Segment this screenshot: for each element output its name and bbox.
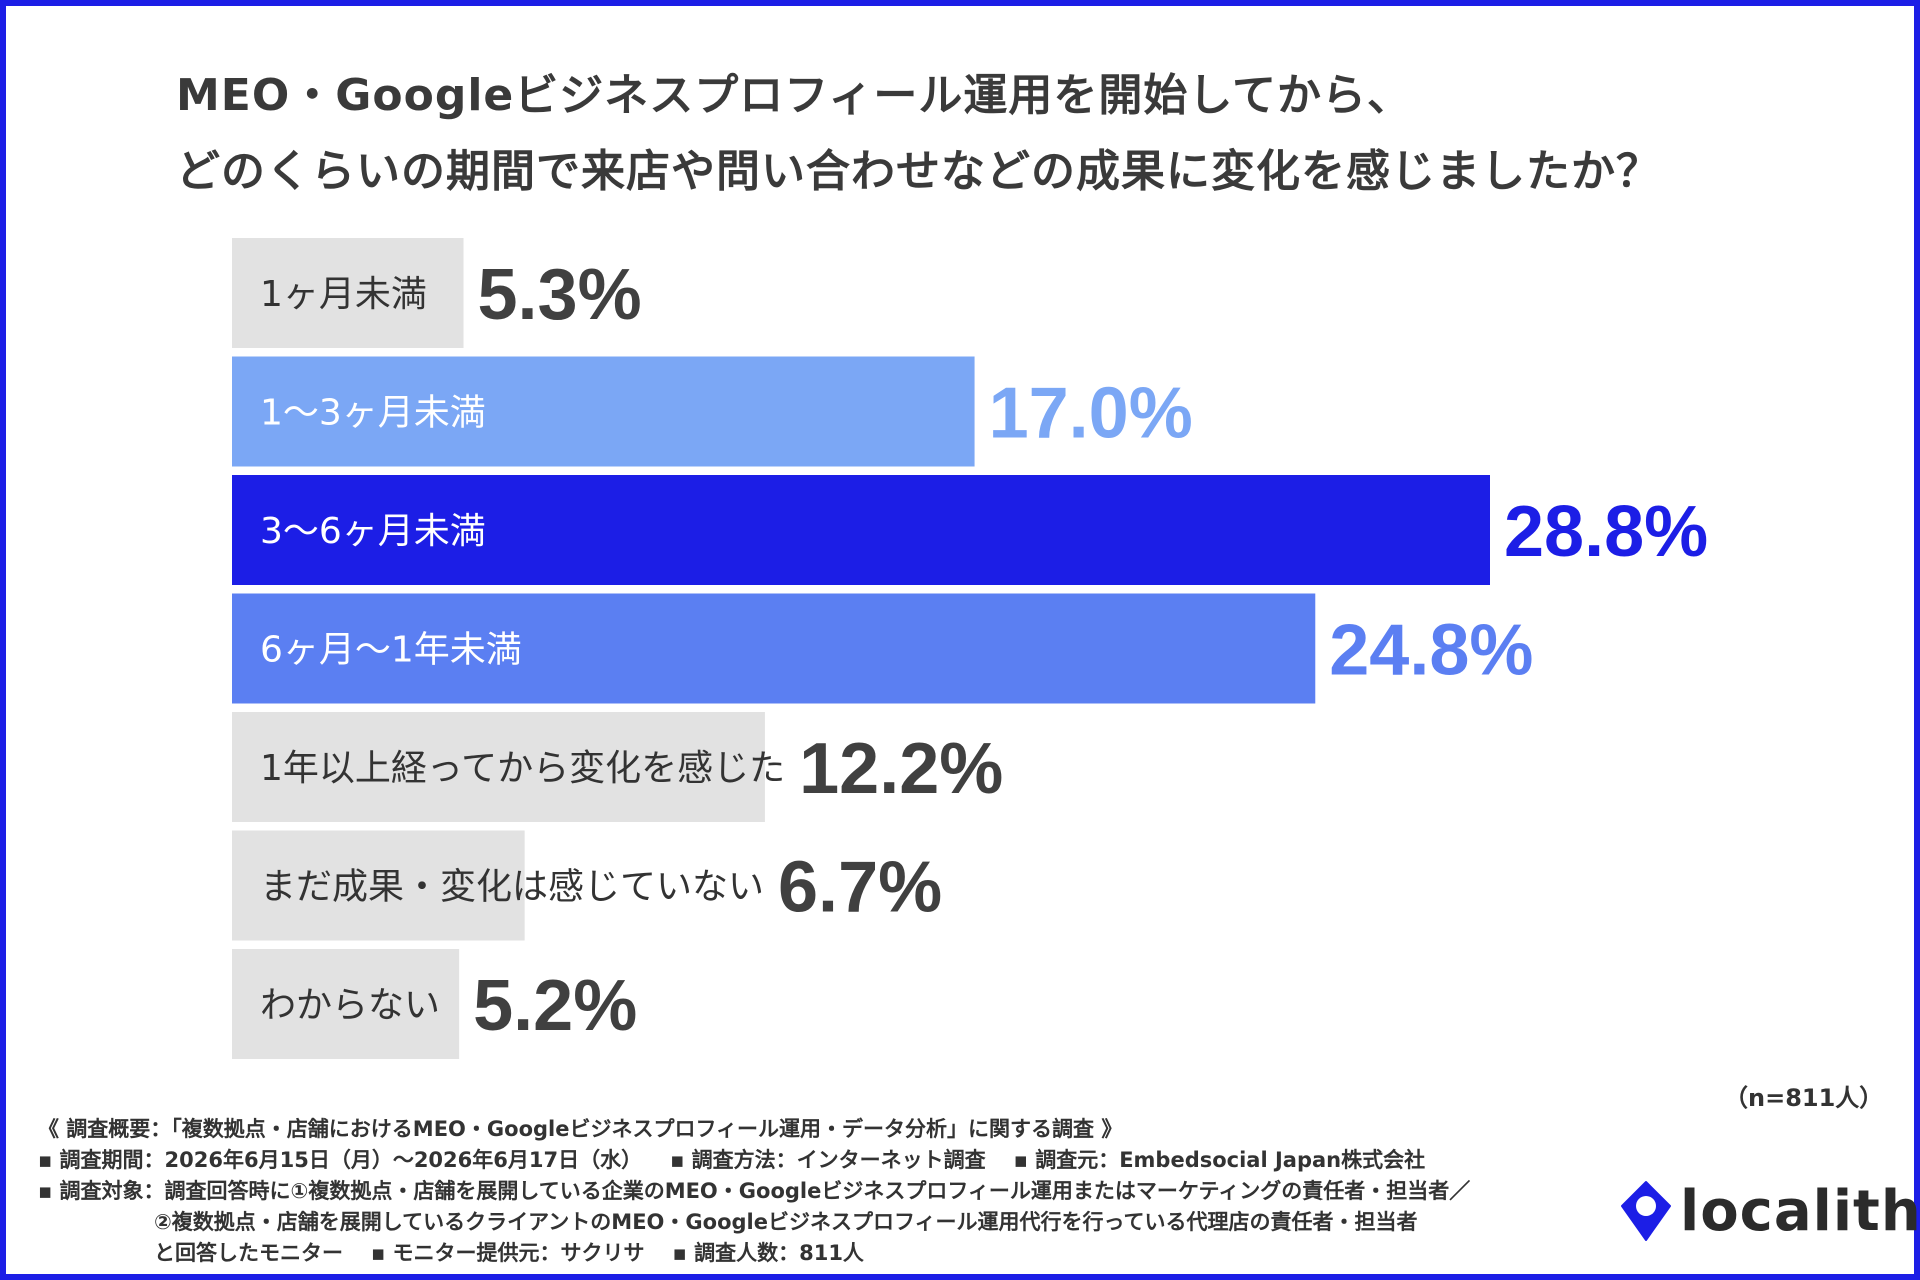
survey-period: ▪ 調査期間：2026年6月15日（月）〜2026年6月17日（水）: [38, 1148, 643, 1172]
bar-chart: 1ヶ月未満 5.3% 1〜3ヶ月未満 17.0% 3〜6ヶ月未満 28.8% 6ヶ月〜1年未…: [232, 238, 1708, 1059]
localith-logo: localith: [1620, 1176, 1920, 1246]
category-label: まだ成果・変化は感じていない: [260, 867, 764, 908]
survey-footer: 《 調査概要：「複数拠点・店舗におけるMEO・Googleビジネスプロフィール運…: [38, 1114, 1598, 1269]
bar: [232, 475, 1490, 585]
chart-title-line-2: どのくらいの期間で来店や問い合わせなどの成果に変化を感じましたか？: [176, 146, 1661, 197]
chart-title-line-1: MEO・Googleビジネスプロフィール運用を開始してから、: [176, 70, 1413, 121]
bar: [232, 712, 765, 822]
survey-target-line-3: と回答したモニター ▪ モニター提供元：サクリサ ▪ 調査人数：811人: [38, 1238, 1598, 1269]
survey-target-2: ②複数拠点・店舗を展開しているクライアントのMEO・Googleビジネスプロフィ…: [154, 1210, 1418, 1234]
bar: [232, 830, 525, 941]
value-label: 6.7%: [778, 848, 942, 928]
survey-method: ▪ 調査方法：インターネット調査: [670, 1148, 986, 1172]
category-label: 1年以上経ってから変化を感じた: [260, 748, 785, 789]
survey-overview: 《 調査概要：「複数拠点・店舗におけるMEO・Googleビジネスプロフィール運…: [38, 1117, 1123, 1141]
survey-source: ▪ 調査元：Embedsocial Japan株式会社: [1013, 1148, 1426, 1172]
survey-count: ▪ 調査人数：811人: [672, 1241, 864, 1265]
value-label: 24.8%: [1329, 611, 1533, 691]
category-label: 1ヶ月未満: [260, 274, 427, 315]
category-label: 1〜3ヶ月未満: [260, 393, 486, 434]
bar: [232, 356, 975, 467]
survey-provider: ▪ モニター提供元：サクリサ: [371, 1241, 645, 1265]
value-label: 5.2%: [473, 966, 637, 1046]
survey-target-1: ▪ 調査対象：調査回答時に①複数拠点・店舗を展開している企業のMEO・Googl…: [38, 1179, 1471, 1203]
value-label: 5.3%: [478, 255, 642, 335]
bar: [232, 949, 460, 1059]
survey-target-3: と回答したモニター: [154, 1241, 343, 1265]
category-label: 6ヶ月〜1年未満: [260, 630, 522, 671]
category-label: わからない: [260, 985, 440, 1026]
value-label: 28.8%: [1504, 492, 1708, 572]
sample-size-note: （n=811人）: [1724, 1084, 1884, 1112]
logo-text: localith: [1680, 1178, 1920, 1244]
chart-title: MEO・Googleビジネスプロフィール運用を開始してから、 どのくらいの期間で…: [176, 58, 1856, 210]
value-label: 17.0%: [989, 374, 1193, 454]
bar: [232, 238, 464, 348]
location-pin-icon: [1621, 1181, 1671, 1241]
bar: [232, 593, 1316, 704]
value-label: 12.2%: [799, 729, 1003, 809]
category-label: 3〜6ヶ月未満: [260, 511, 486, 552]
survey-period-line: ▪ 調査期間：2026年6月15日（月）〜2026年6月17日（水） ▪ 調査方法…: [38, 1145, 1598, 1176]
